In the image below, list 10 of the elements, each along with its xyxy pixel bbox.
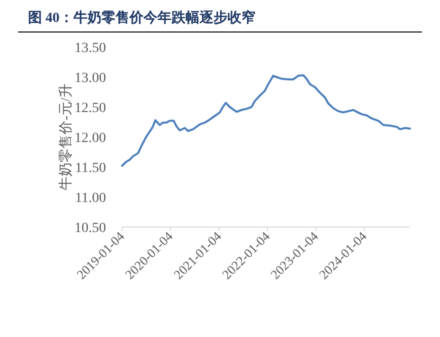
y-tick-label: 13.50 bbox=[74, 41, 106, 56]
y-tick-label: 10.50 bbox=[74, 221, 106, 236]
y-tick-label: 12.00 bbox=[74, 131, 106, 146]
chart-title: 图 40：牛奶零售价今年跌幅逐步收窄 bbox=[28, 9, 256, 26]
y-tick-label: 13.00 bbox=[74, 71, 106, 86]
y-axis-title: 牛奶零售价-元/升 bbox=[58, 84, 74, 190]
line-series bbox=[121, 74, 411, 167]
y-tick-label: 11.00 bbox=[75, 191, 106, 206]
y-tick-label: 11.50 bbox=[75, 161, 106, 176]
y-tick-label: 12.50 bbox=[74, 101, 106, 116]
